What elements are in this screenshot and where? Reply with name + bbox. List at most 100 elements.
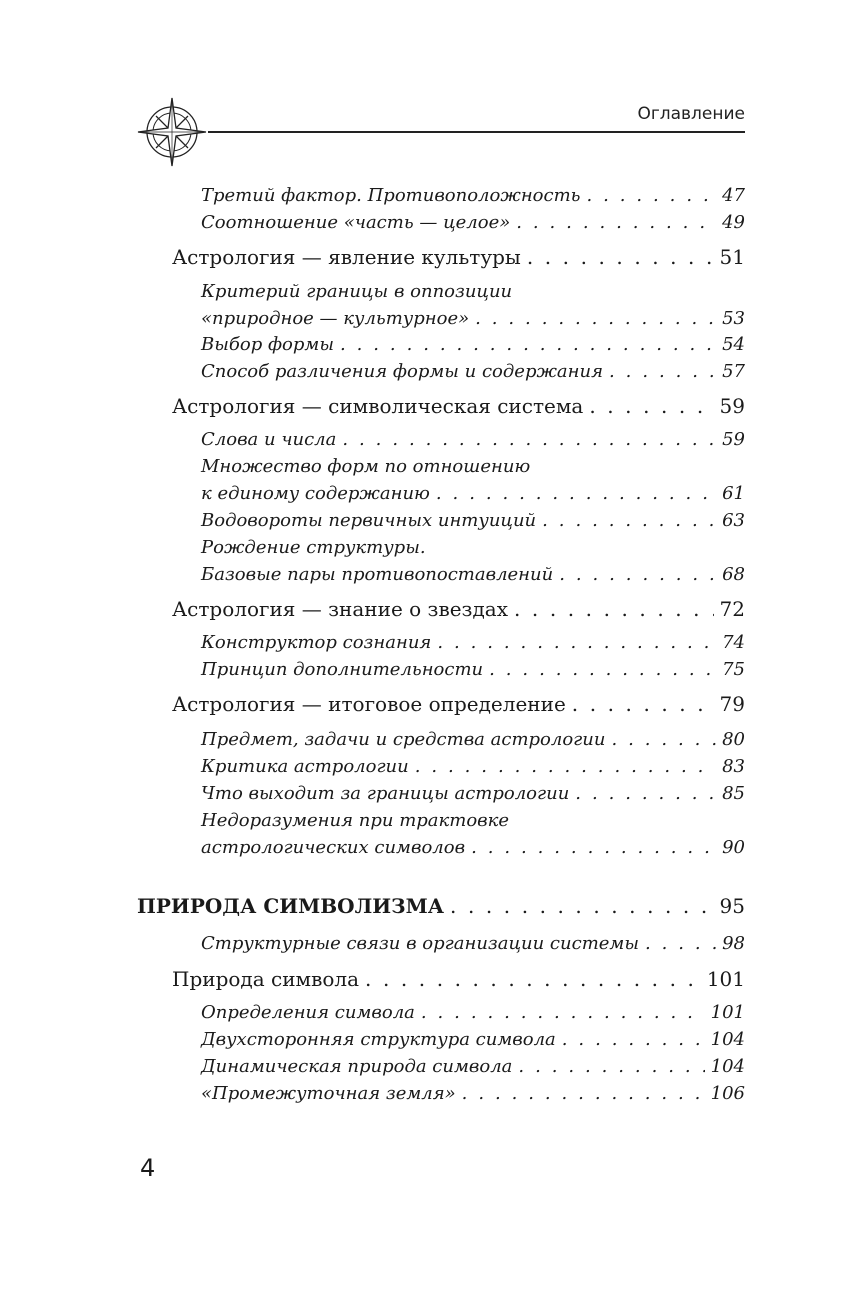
toc-entry-page: 83 xyxy=(722,756,745,777)
toc-entry-page: 106 xyxy=(710,1083,745,1104)
leader-dots xyxy=(611,726,716,753)
toc-entry-title: Астрология — явление культуры xyxy=(172,245,521,269)
toc-entry: Двухсторонняя структура символа 104 xyxy=(201,1026,745,1053)
toc-entry-page: 47 xyxy=(722,185,745,206)
toc-entry-title: Базовые пары противопоставлений xyxy=(201,564,554,585)
header-rule xyxy=(208,131,745,133)
toc-entry: Выбор формы 54 xyxy=(201,331,745,358)
toc-entry: Критика астрологии 83 xyxy=(201,753,745,780)
toc-entry: Природа символа 101 xyxy=(172,966,745,993)
toc-entry: «Промежуточная земля» 106 xyxy=(201,1080,745,1107)
toc-entry-title: Недоразумения при трактовке xyxy=(201,810,510,831)
toc-entry-page: 53 xyxy=(722,308,745,329)
toc-entry: Астрология — явление культуры 51 xyxy=(172,244,745,271)
leader-dots xyxy=(475,305,716,332)
toc-entry: Что выходит за границы астрологии 85 xyxy=(201,780,745,807)
leader-dots xyxy=(518,1053,704,1080)
toc-entry-page: 104 xyxy=(710,1029,745,1050)
leader-dots xyxy=(572,691,714,718)
toc-entry-page: 51 xyxy=(719,245,745,269)
toc-entry: Рождение структуры. Базовые пары противоп… xyxy=(201,534,745,588)
toc-entry-page: 98 xyxy=(722,933,745,954)
toc-entry: Соотношение «часть — целое» 49 xyxy=(201,209,745,236)
toc-entry-title: Множество форм по отношению xyxy=(201,456,531,477)
toc-entry-title: Астрология — итоговое определение xyxy=(172,692,566,716)
toc-entry: Принцип дополнительности 75 xyxy=(201,656,745,683)
toc-entry-title: Рождение структуры. xyxy=(201,537,426,558)
toc-entry-title: Способ различения формы и содержания xyxy=(201,361,604,382)
leader-dots xyxy=(586,182,716,209)
leader-dots xyxy=(575,780,716,807)
toc-entry: ПРИРОДА СИМВОЛИЗМА 95 xyxy=(137,893,745,920)
toc-entry-title: Что выходит за границы астрологии xyxy=(201,783,570,804)
toc-entry-page: 68 xyxy=(722,564,745,585)
toc-entry-title: Предмет, задачи и средства астрологии xyxy=(201,729,606,750)
toc-entry: Астрология — знание о звездах 72 xyxy=(172,596,745,623)
toc-entry-page: 59 xyxy=(722,429,745,450)
toc-entry-title: Третий фактор. Противоположность xyxy=(201,185,581,206)
toc-entry: Астрология — символическая система 59 xyxy=(172,393,745,420)
leader-dots xyxy=(415,753,716,780)
toc-entry-title: Слова и числа xyxy=(201,429,337,450)
toc-entry: Третий фактор. Противоположность 47 xyxy=(201,182,745,209)
leader-dots xyxy=(542,507,716,534)
toc-entry-title: «Промежуточная земля» xyxy=(201,1083,456,1104)
toc-entry-page: 57 xyxy=(722,361,745,382)
toc-entry: Структурные связи в организации системы 9… xyxy=(201,930,745,957)
toc-entry-title: Астрология — знание о звездах xyxy=(172,597,508,621)
leader-dots xyxy=(589,393,713,420)
toc-entry-title: Динамическая природа символа xyxy=(201,1056,513,1077)
leader-dots xyxy=(516,209,716,236)
toc-entry-title: Конструктор сознания xyxy=(201,632,432,653)
toc-entry-title: Астрология — символическая система xyxy=(172,394,584,418)
page-number: 4 xyxy=(140,1154,156,1182)
leader-dots xyxy=(609,358,716,385)
toc-entry-page: 90 xyxy=(722,837,745,858)
toc-entry-title: Водовороты первичных интуиций xyxy=(201,510,537,531)
leader-dots xyxy=(514,596,714,623)
compass-rose-icon xyxy=(137,97,207,167)
leader-dots xyxy=(462,1080,705,1107)
toc-entry: Множество форм по отношению к единому сод… xyxy=(201,453,745,507)
toc-entry-title: Определения символа xyxy=(201,1002,415,1023)
toc-entry-title: Двухсторонняя структура символа xyxy=(201,1029,556,1050)
toc-entry-page: 85 xyxy=(722,783,745,804)
toc-entry: Способ различения формы и содержания 57 xyxy=(201,358,745,385)
leader-dots xyxy=(437,629,716,656)
toc-entry: Предмет, задачи и средства астрологии 80 xyxy=(201,726,745,753)
toc-entry-title: Выбор формы xyxy=(201,334,334,355)
leader-dots xyxy=(340,331,716,358)
toc-entry-page: 95 xyxy=(719,894,745,918)
toc-entry-page: 61 xyxy=(722,483,745,504)
toc-entry-title: Структурные связи в организации системы xyxy=(201,933,639,954)
toc-entry-page: 54 xyxy=(722,334,745,355)
toc-entry-page: 75 xyxy=(722,659,745,680)
leader-dots xyxy=(450,893,714,920)
toc-entry-page: 104 xyxy=(710,1056,745,1077)
toc-entry: Недоразумения при трактовке астрологическ… xyxy=(201,807,745,861)
toc-entry: Критерий границы в оппозиции «природное —… xyxy=(201,278,745,332)
toc-entry-page: 72 xyxy=(719,597,745,621)
toc-entry-title: Критерий границы в оппозиции xyxy=(201,281,513,302)
toc-entry-page: 74 xyxy=(722,632,745,653)
toc-entry-page: 63 xyxy=(722,510,745,531)
toc-entry-title: «природное — культурное» xyxy=(201,308,470,329)
toc-entry-page: 80 xyxy=(722,729,745,750)
toc-entry: Динамическая природа символа 104 xyxy=(201,1053,745,1080)
toc-entry-title: Соотношение «часть — целое» xyxy=(201,212,511,233)
toc-entry-title: к единому содержанию xyxy=(201,483,430,504)
leader-dots xyxy=(645,930,716,957)
leader-dots xyxy=(342,426,716,453)
leader-dots xyxy=(562,1026,705,1053)
toc-entry-page: 101 xyxy=(710,1002,745,1023)
leader-dots xyxy=(471,834,716,861)
leader-dots xyxy=(527,244,714,271)
toc-entry-page: 59 xyxy=(719,394,745,418)
leader-dots xyxy=(365,966,701,993)
toc-entry: Водовороты первичных интуиций 63 xyxy=(201,507,745,534)
toc-entry: Астрология — итоговое определение 79 xyxy=(172,691,745,718)
toc-entry-title: Принцип дополнительности xyxy=(201,659,484,680)
leader-dots xyxy=(489,656,716,683)
toc-entry-page: 79 xyxy=(719,692,745,716)
leader-dots xyxy=(559,561,716,588)
